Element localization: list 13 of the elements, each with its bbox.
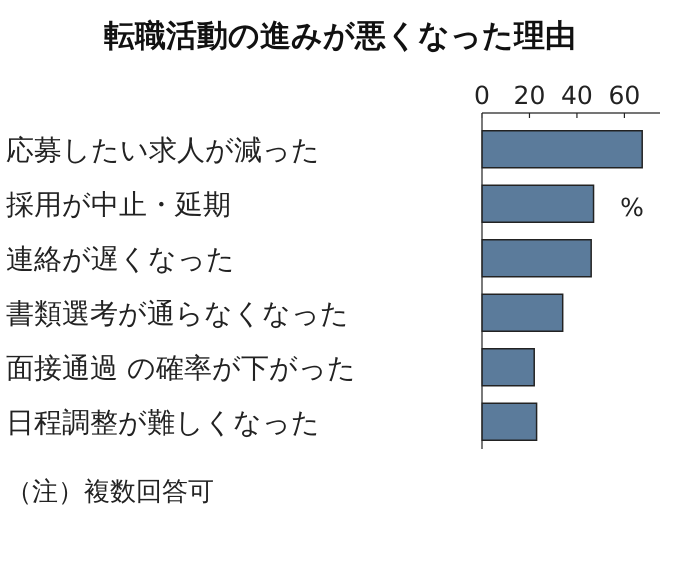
- x-tick-label: 60: [608, 81, 640, 110]
- y-tick-label: 採用が中止・延期: [6, 188, 231, 221]
- x-tick-label: 40: [561, 81, 593, 110]
- y-tick-label: 日程調整が難しくなった: [6, 406, 320, 439]
- text: （注）複数回答可: [6, 477, 214, 507]
- x-tick-label: 0: [474, 81, 490, 110]
- x-tick-label: 20: [514, 81, 546, 110]
- chart-title: 転職活動の進みが悪くなった理由: [104, 18, 576, 54]
- x-axis-title: %: [620, 193, 644, 222]
- y-tick-label: 連絡が遅くなった: [6, 242, 235, 276]
- y-tick-label: 応募したい求人が減った: [6, 133, 320, 166]
- y-tick-label: 面接通過 の確率が下がった: [6, 351, 356, 384]
- y-tick-label: 書類選考が通らなくなった: [6, 296, 349, 330]
